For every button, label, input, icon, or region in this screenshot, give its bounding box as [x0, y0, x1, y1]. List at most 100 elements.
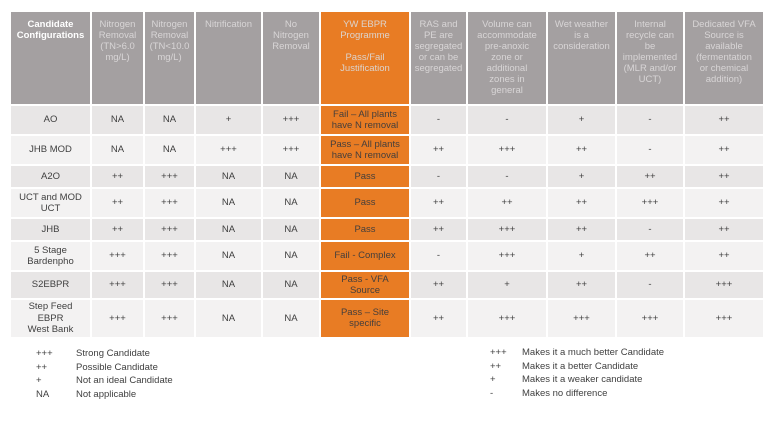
rating-cell: -	[617, 136, 683, 164]
rating-cell: NA	[196, 166, 261, 187]
justification-cell: Pass	[321, 189, 409, 217]
legend-symbol: ++	[36, 361, 48, 373]
legend-label: Makes it a much better Candidate	[522, 347, 665, 358]
rating-cell: ++	[548, 136, 615, 164]
rating-cell: -	[617, 272, 683, 298]
table-body: AO NA NA + +++ Fail – All plants have N remov…	[11, 106, 763, 337]
legend-item: +++ Strong Candidate	[36, 347, 173, 361]
rating-cell: ++	[548, 272, 615, 298]
column-header-yw-ebpr-programme: YW EBPR Programme Pass/Fail Justificatio…	[321, 12, 409, 104]
table-row: Step Feed EBPR West Bank +++ +++ NA NA Pass –…	[11, 300, 763, 337]
candidate-configurations-table: Candidate Configurations Nitrogen Remova…	[9, 10, 765, 339]
rating-cell: ++	[411, 300, 466, 337]
rating-cell: NA	[196, 272, 261, 298]
legend-symbol: ++	[490, 360, 502, 372]
rating-cell: NA	[263, 300, 319, 337]
rating-cell: +++	[145, 272, 194, 298]
row-label-cell: AO	[11, 106, 90, 134]
rating-cell: ++	[92, 189, 143, 217]
rating-cell: ++	[685, 136, 763, 164]
justification-cell: Pass	[321, 166, 409, 187]
rating-cell: +++	[468, 300, 546, 337]
rating-cell: ++	[411, 219, 466, 240]
rating-cell: NA	[92, 106, 143, 134]
table-row: A2O ++ +++ NA NA Pass - - + ++ ++	[11, 166, 763, 187]
justification-cell: Pass	[321, 219, 409, 240]
legend-item: ++ Possible Candidate	[36, 361, 173, 375]
column-header-internal-recycle: Internal recycle can be implemented (MLR…	[617, 12, 683, 104]
rating-cell: +++	[145, 242, 194, 270]
row-label-cell: A2O	[11, 166, 90, 187]
legend-item: +++ Makes it a much better Candidate	[490, 346, 664, 360]
column-header-wet-weather: Wet weather is a consideration	[548, 12, 615, 104]
rating-cell: +++	[685, 272, 763, 298]
rating-cell: ++	[468, 189, 546, 217]
rating-cell: NA	[263, 189, 319, 217]
orange-column-bottom-strip	[321, 329, 409, 334]
rating-cell: -	[411, 166, 466, 187]
column-header-volume-pre-anoxic: Volume can accommodate pre-anoxic zone o…	[468, 12, 546, 104]
legend-label: Strong Candidate	[76, 348, 150, 359]
rating-cell: ++	[92, 219, 143, 240]
rating-cell: ++	[685, 106, 763, 134]
rating-cell: +++	[92, 242, 143, 270]
rating-cell: -	[468, 106, 546, 134]
row-label-cell: 5 Stage Bardenpho	[11, 242, 90, 270]
rating-cell: +++	[145, 219, 194, 240]
candidate-rating-legend: +++ Strong Candidate ++ Possible Candidate…	[36, 347, 173, 401]
row-label-cell: JHB	[11, 219, 90, 240]
rating-cell: NA	[263, 242, 319, 270]
rating-cell: -	[617, 106, 683, 134]
column-header-nitrogen-removal-tn-gt-6: Nitrogen Removal (TN>6.0 mg/L)	[92, 12, 143, 104]
factor-rating-legend: +++ Makes it a much better Candidate ++ Ma…	[490, 346, 664, 400]
legend-item: ++ Makes it a better Candidate	[490, 360, 664, 374]
rating-cell: +++	[263, 106, 319, 134]
justification-cell: Fail – All plants have N removal	[321, 106, 409, 134]
rating-cell: NA	[145, 106, 194, 134]
column-header-nitrogen-removal-tn-lt-10: Nitrogen Removal (TN<10.0 mg/L)	[145, 12, 194, 104]
table-row: JHB MOD NA NA +++ +++ Pass – All plants have …	[11, 136, 763, 164]
rating-cell: ++	[92, 166, 143, 187]
rating-cell: ++	[548, 189, 615, 217]
rating-cell: NA	[196, 219, 261, 240]
rating-cell: +++	[263, 136, 319, 164]
column-header-nitrification: Nitrification	[196, 12, 261, 104]
rating-cell: +++	[145, 189, 194, 217]
legend-item: + Makes it a weaker candidate	[490, 373, 664, 387]
table-row: 5 Stage Bardenpho +++ +++ NA NA Fail - Comple…	[11, 242, 763, 270]
legend-symbol: +	[36, 375, 42, 386]
rating-cell: +++	[145, 166, 194, 187]
rating-cell: ++	[685, 166, 763, 187]
rating-cell: NA	[263, 272, 319, 298]
legend-label: Makes it a weaker candidate	[522, 374, 643, 385]
row-label-cell: UCT and MOD UCT	[11, 189, 90, 217]
rating-cell: NA	[263, 166, 319, 187]
rating-cell: +++	[617, 300, 683, 337]
rating-cell: ++	[411, 136, 466, 164]
rating-cell: ++	[411, 272, 466, 298]
rating-cell: NA	[92, 136, 143, 164]
rating-cell: +++	[145, 300, 194, 337]
table-row: UCT and MOD UCT ++ +++ NA NA Pass ++ ++ ++ +++ ++	[11, 189, 763, 217]
rating-cell: NA	[145, 136, 194, 164]
rating-cell: +++	[92, 272, 143, 298]
legend-label: Not applicable	[76, 388, 137, 400]
column-header-dedicated-vfa-source: Dedicated VFA Source is available (ferme…	[685, 12, 763, 104]
rating-cell: NA	[263, 219, 319, 240]
column-header-ras-pe-segregated: RAS and PE are segregated or can be segr…	[411, 12, 466, 104]
rating-cell: ++	[685, 189, 763, 217]
candidate-table-wrapper: Candidate Configurations Nitrogen Remova…	[9, 10, 765, 339]
rating-cell: NA	[196, 189, 261, 217]
rating-cell: +++	[548, 300, 615, 337]
table-header-row: Candidate Configurations Nitrogen Remova…	[11, 12, 763, 104]
legend-item: NA Not applicable	[36, 388, 173, 402]
legend-symbol: +++	[490, 347, 507, 358]
rating-cell: ++	[548, 219, 615, 240]
rating-cell: +	[548, 166, 615, 187]
column-header-candidate-configurations: Candidate Configurations	[11, 12, 90, 104]
rating-cell: +++	[196, 136, 261, 164]
legend-symbol: NA	[36, 388, 50, 400]
legend-label: Makes it a better Candidate	[522, 360, 639, 372]
rating-cell: +	[468, 272, 546, 298]
rating-cell: NA	[196, 242, 261, 270]
